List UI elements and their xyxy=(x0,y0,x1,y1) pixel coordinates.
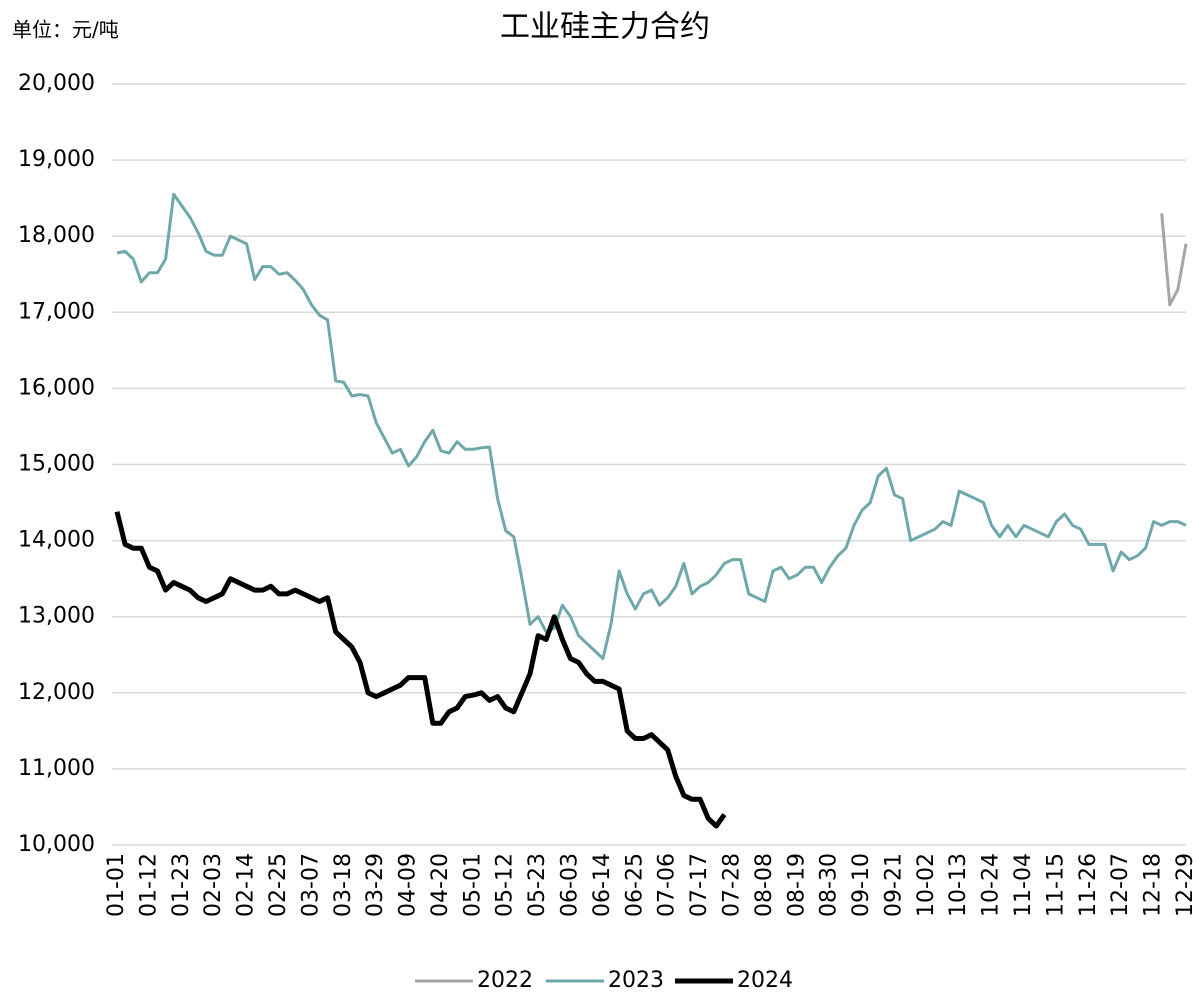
y-tick-label: 11,000 xyxy=(18,756,95,781)
x-tick-label: 12-29 xyxy=(1173,853,1193,917)
y-tick-label: 13,000 xyxy=(18,604,95,629)
x-tick-label: 02-25 xyxy=(266,853,291,917)
x-tick-label: 02-14 xyxy=(234,853,259,917)
x-tick-label: 01-01 xyxy=(104,853,129,917)
x-tick-label: 03-29 xyxy=(363,853,388,917)
x-tick-label: 04-20 xyxy=(428,853,453,917)
x-tick-label: 08-08 xyxy=(752,853,777,917)
x-tick-label: 05-01 xyxy=(460,853,485,917)
x-tick-label: 09-10 xyxy=(849,853,874,917)
x-tick-label: 07-17 xyxy=(687,853,712,917)
y-tick-label: 12,000 xyxy=(18,680,95,705)
y-tick-label: 15,000 xyxy=(18,452,95,477)
y-tick-label: 17,000 xyxy=(18,299,95,324)
x-tick-label: 12-18 xyxy=(1141,853,1166,917)
legend-label: 2022 xyxy=(477,968,533,993)
x-tick-label: 02-03 xyxy=(201,853,226,917)
x-tick-label: 03-18 xyxy=(331,853,356,917)
x-tick-label: 07-28 xyxy=(719,853,744,917)
legend-label: 2024 xyxy=(737,968,793,993)
unit-label: 单位：元/吨 xyxy=(12,18,119,42)
x-tick-label: 01-12 xyxy=(136,853,161,917)
series-line xyxy=(116,192,1187,661)
y-tick-label: 20,000 xyxy=(18,71,95,96)
chart-title: 工业硅主力合约 xyxy=(500,10,710,45)
legend-label: 2023 xyxy=(608,968,664,993)
x-tick-label: 07-06 xyxy=(655,853,680,917)
y-tick-label: 19,000 xyxy=(18,147,95,172)
x-tick-label: 08-30 xyxy=(817,853,842,917)
series-line xyxy=(114,511,727,829)
x-tick-label: 09-21 xyxy=(881,853,906,917)
series-line xyxy=(1160,213,1188,307)
x-tick-label: 11-04 xyxy=(1011,853,1036,917)
x-tick-label: 10-13 xyxy=(946,853,971,917)
x-tick-label: 03-07 xyxy=(298,853,323,917)
x-tick-label: 10-02 xyxy=(914,853,939,917)
x-tick-label: 12-07 xyxy=(1108,853,1133,917)
x-tick-label: 06-14 xyxy=(590,853,615,917)
x-tick-label: 06-03 xyxy=(558,853,583,917)
y-tick-label: 18,000 xyxy=(18,223,95,248)
y-tick-label: 10,000 xyxy=(18,832,95,857)
x-tick-label: 04-09 xyxy=(396,853,421,917)
x-tick-label: 10-24 xyxy=(979,853,1004,917)
x-tick-label: 06-25 xyxy=(622,853,647,917)
x-tick-label: 11-26 xyxy=(1076,853,1101,917)
x-tick-label: 11-15 xyxy=(1043,853,1068,917)
x-tick-label: 08-19 xyxy=(784,853,809,917)
x-tick-label: 05-23 xyxy=(525,853,550,917)
x-tick-label: 05-12 xyxy=(493,853,518,917)
x-tick-label: 01-23 xyxy=(169,853,194,917)
y-tick-label: 14,000 xyxy=(18,528,95,553)
y-tick-label: 16,000 xyxy=(18,375,95,400)
